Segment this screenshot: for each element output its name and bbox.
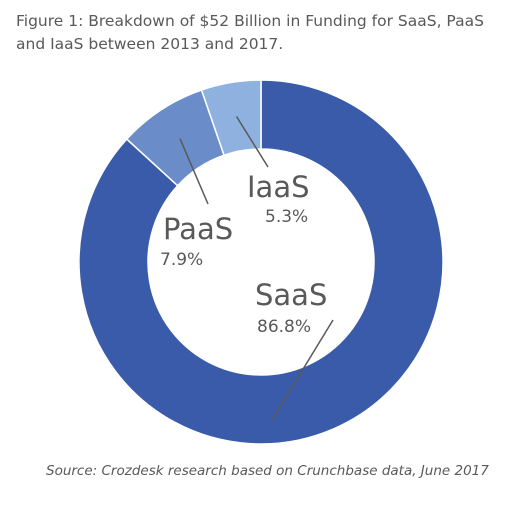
label-saas: SaaS: [255, 278, 327, 312]
slice-saas: [78, 79, 444, 445]
value-label-iaas: 5.3%: [265, 207, 308, 227]
slice-iaas: [200, 79, 262, 157]
label-iaas: IaaS: [247, 170, 310, 204]
value-label-paas: 7.9%: [160, 250, 203, 270]
leader-line-iaas: [235, 116, 269, 168]
chart-title: Figure 1: Breakdown of $52 Billion in Fu…: [16, 12, 484, 53]
value-label-saas: 86.8%: [257, 317, 311, 337]
label-paas: PaaS: [163, 212, 233, 246]
source-note: Source: Crozdesk research based on Crunc…: [46, 463, 489, 479]
leader-line-saas: [270, 319, 334, 422]
leader-line-paas: [179, 138, 209, 205]
